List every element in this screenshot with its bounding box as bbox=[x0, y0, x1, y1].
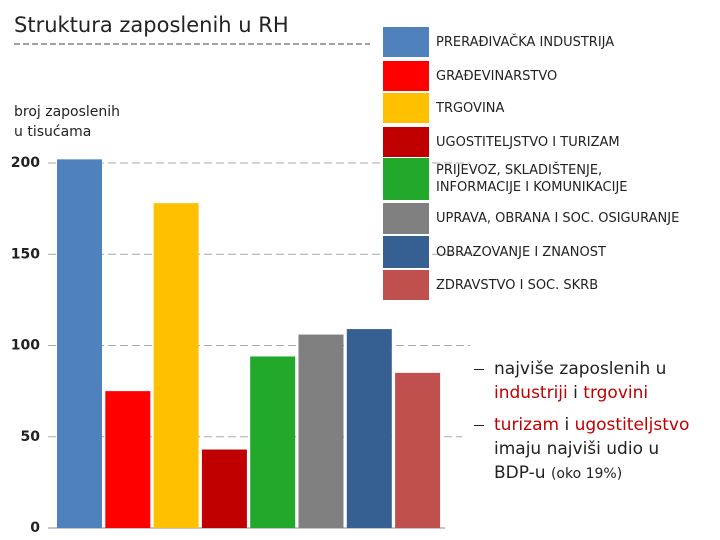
bar bbox=[201, 449, 247, 528]
y-tick-label: 200 bbox=[11, 155, 40, 171]
annotation-text: industriji bbox=[494, 383, 568, 403]
legend-label: UPRAVA, OBRANA I SOC. OSIGURANJE bbox=[436, 211, 680, 226]
bullet-dash bbox=[474, 425, 484, 426]
annotation-text: imaju najviši udio u BDP-u bbox=[494, 439, 660, 483]
y-tick-label: 50 bbox=[21, 429, 41, 445]
legend-label: OBRAZOVANJE I ZNANOST bbox=[436, 244, 606, 260]
legend-label: TRGOVINA bbox=[436, 100, 505, 116]
legend-label: PRERAĐIVAČKA INDUSTRIJA bbox=[436, 34, 615, 50]
bar bbox=[57, 159, 102, 528]
bullet-dash bbox=[474, 369, 484, 370]
chart-title: Struktura zaposlenih u RH bbox=[14, 13, 289, 37]
annotation: turizam i ugostiteljstvo imaju najviši u… bbox=[462, 413, 705, 486]
annotation-text: trgovini bbox=[583, 383, 649, 403]
bar bbox=[105, 391, 151, 528]
legend-swatch bbox=[383, 93, 429, 123]
legend-swatch bbox=[383, 270, 429, 300]
bar bbox=[153, 203, 199, 528]
y-tick-label: 0 bbox=[30, 520, 40, 536]
annotation-text: turizam bbox=[494, 415, 560, 435]
bar bbox=[250, 356, 296, 528]
annotation-text: i bbox=[567, 383, 584, 403]
legend-label: GRAĐEVINARSTVO bbox=[436, 68, 558, 84]
legend-label: UGOSTITELJSTVO I TURIZAM bbox=[436, 134, 620, 150]
annotation-text: ugostiteljstvo bbox=[574, 415, 690, 435]
annotation: najviše zaposlenih u industriji i trgovi… bbox=[462, 357, 705, 405]
legend-swatch bbox=[383, 236, 429, 268]
annotation-text: (oko 19%) bbox=[550, 466, 623, 482]
bar bbox=[298, 334, 344, 528]
legend-swatch bbox=[383, 127, 429, 157]
legend-swatch bbox=[383, 61, 429, 91]
legend-label: PRIJEVOZ, SKLADIŠTENJE, INFORMACIJE I KO… bbox=[436, 163, 628, 195]
annotations: najviše zaposlenih u industriji i trgovi… bbox=[462, 357, 705, 515]
legend-swatch bbox=[383, 203, 429, 234]
y-tick-label: 100 bbox=[11, 338, 40, 354]
annotation-text: najviše zaposlenih u bbox=[494, 359, 667, 379]
annotation-text: i bbox=[559, 415, 575, 435]
legend-swatch bbox=[383, 27, 429, 57]
bar bbox=[395, 372, 441, 528]
legend-swatch bbox=[383, 158, 429, 200]
y-axis-label: broj zaposlenih u tisućama bbox=[14, 104, 121, 140]
bar bbox=[346, 329, 392, 528]
y-tick-label: 150 bbox=[11, 246, 40, 262]
legend-label: ZDRAVSTVO I SOC. SKRB bbox=[436, 277, 599, 293]
